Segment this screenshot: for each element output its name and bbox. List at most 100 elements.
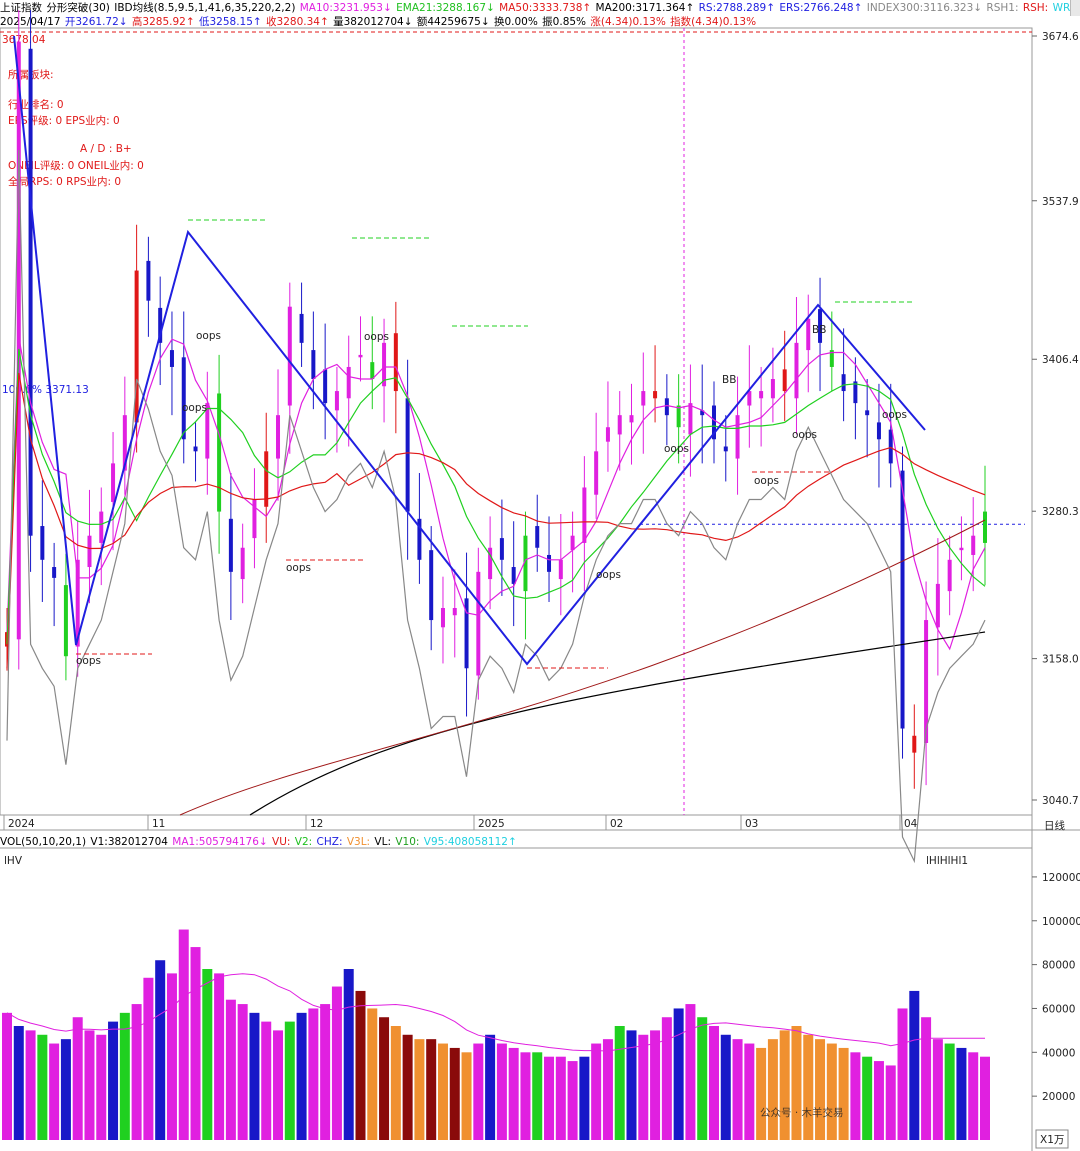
volume-bar <box>815 1039 826 1140</box>
volume-bar <box>555 1056 566 1140</box>
volume-bar <box>367 1008 378 1140</box>
volume-bar <box>591 1043 602 1140</box>
volume-bar <box>720 1034 731 1140</box>
volume-bar <box>708 1026 719 1140</box>
candle-body <box>158 307 163 343</box>
oops-annotation: oops <box>364 331 389 343</box>
header-field-8: ERS:2766.248↑ <box>779 2 866 14</box>
candle-body <box>582 487 587 543</box>
header-field-7: RS:2788.289↑ <box>698 2 779 14</box>
candle-body <box>393 333 398 392</box>
volume-bar <box>838 1047 849 1140</box>
volume-bar <box>414 1039 425 1140</box>
candle-body <box>405 398 410 512</box>
volume-bar <box>237 1004 248 1140</box>
volume-field-0: VOL(50,10,20,1) <box>0 836 90 848</box>
candle-body <box>346 366 351 399</box>
price-tick-label: 3537.9 <box>1042 196 1079 208</box>
header-scroll-button[interactable] <box>1070 0 1080 16</box>
ma-long-line <box>179 519 986 816</box>
candle-body <box>358 354 363 358</box>
volume-bar <box>544 1056 555 1140</box>
candle-body <box>476 571 481 676</box>
candle-body <box>28 48 33 536</box>
volume-bar <box>449 1047 460 1140</box>
candle-body <box>829 350 834 367</box>
volume-bar <box>862 1056 873 1140</box>
bb-annotation: BB <box>722 374 736 386</box>
volume-bar <box>567 1061 578 1140</box>
candle-body <box>299 313 304 343</box>
main-panel-frame <box>0 27 1033 816</box>
volume-bar <box>791 1026 802 1140</box>
volume-bar <box>461 1052 472 1140</box>
volume-tick-label: 60000 <box>1042 1003 1075 1015</box>
candle-body <box>122 415 127 471</box>
oops-annotation: oops <box>182 402 207 414</box>
time-label: 04 <box>904 818 918 830</box>
oops-annotation: oops <box>76 655 101 667</box>
oops-annotation: oops <box>664 443 689 455</box>
volume-field-6: V3L: <box>346 836 374 848</box>
candle-body <box>853 381 858 404</box>
quote-field-7: 换0.00% <box>493 16 542 28</box>
quote-field-4: 收3280.34↑ <box>266 16 333 28</box>
volume-bar <box>496 1043 507 1140</box>
candle-body <box>499 538 504 560</box>
volume-bar <box>602 1039 613 1140</box>
volume-bar <box>532 1052 543 1140</box>
oops-annotation: oops <box>596 569 621 581</box>
volume-bar <box>119 1012 130 1140</box>
volume-bar <box>402 1034 413 1140</box>
header-field-1: 分形突破(30) <box>46 2 114 14</box>
candle-body <box>723 446 728 452</box>
candle-body <box>900 470 905 729</box>
oops-annotation: oops <box>196 330 221 342</box>
volume-tick-label: 120000 <box>1042 872 1080 884</box>
quote-field-6: 额44259675↓ <box>416 16 493 28</box>
header-field-0: 上证指数 <box>0 2 46 14</box>
candle-body <box>865 410 870 416</box>
volume-bar <box>873 1061 884 1140</box>
volume-field-9: V95:408058112↑ <box>423 836 517 848</box>
volume-bar <box>143 977 154 1140</box>
volume-field-3: VU: <box>272 836 294 848</box>
candle-body <box>782 369 787 392</box>
candle-body <box>688 403 693 435</box>
volume-field-8: V10: <box>395 836 423 848</box>
volume-tick-label: 20000 <box>1042 1091 1075 1103</box>
volume-bar <box>320 1004 331 1140</box>
volume-bar <box>732 1039 743 1140</box>
volume-field-5: CHZ: <box>316 836 346 848</box>
candle-body <box>605 427 610 442</box>
volume-bar <box>767 1039 778 1140</box>
candle-body <box>75 559 80 647</box>
eps-rating-label: EPS评级: 0 EPS业内: 0 <box>8 115 120 127</box>
volume-field-4: V2: <box>294 836 316 848</box>
quote-field-2: 高3285.92↑ <box>131 16 198 28</box>
ad-rating-label: A / D : B+ <box>80 143 132 155</box>
header-field-3: MA10:3231.953↓ <box>299 2 396 14</box>
volume-bar <box>756 1047 767 1140</box>
header-field-9: INDEX300:3116.323↓ <box>866 2 986 14</box>
volume-bar <box>331 986 342 1140</box>
candle-body <box>452 608 457 616</box>
candle-body <box>747 391 752 406</box>
volume-bar <box>626 1030 637 1140</box>
volume-bar <box>968 1052 979 1140</box>
time-label: 03 <box>745 818 758 830</box>
volume-header: VOL(50,10,20,1) V1:382012704 MA1:5057941… <box>0 834 518 850</box>
candle-body <box>983 511 987 543</box>
candle-body <box>287 306 292 406</box>
volume-bar <box>473 1043 484 1140</box>
candle-body <box>770 379 775 399</box>
volume-bar <box>956 1047 967 1140</box>
candle-body <box>558 559 563 580</box>
volume-bar <box>850 1052 861 1140</box>
period-label: 日线 <box>1044 819 1066 832</box>
quote-field-8: 振0.85% <box>542 16 590 28</box>
volume-bar <box>13 1026 24 1140</box>
ma10-line <box>6 336 986 651</box>
candle-body <box>947 559 952 592</box>
